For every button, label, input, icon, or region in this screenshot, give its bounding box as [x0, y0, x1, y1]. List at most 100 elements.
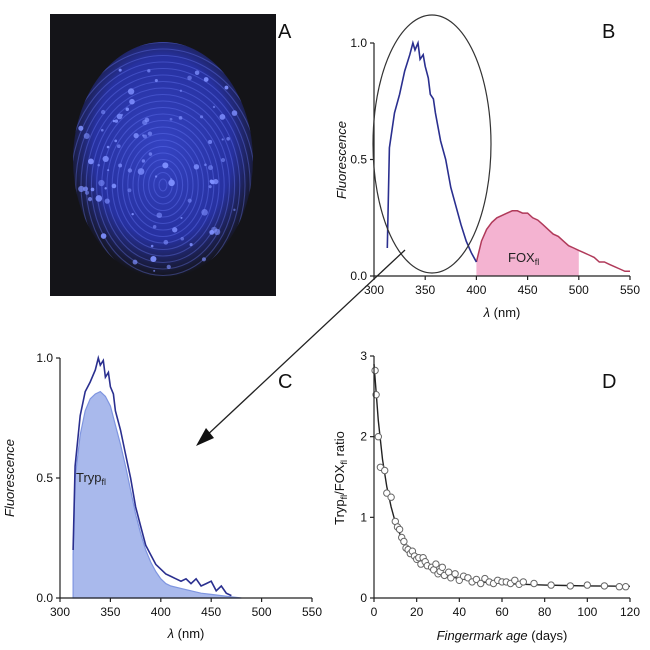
- fingerprint-speckle: [221, 138, 224, 141]
- fingerprint-ridge: [73, 48, 253, 278]
- panel-d: D 0 20 40 60 80 100 120 0 1 2 3 Fingermark age (day…: [332, 349, 640, 643]
- panel-d-x-tick-label: 0: [371, 605, 378, 619]
- fingerprint-speckle: [129, 98, 135, 105]
- zoom-ellipse: [372, 14, 492, 274]
- fingerprint-speckle: [100, 128, 104, 132]
- fingerprint-ridge: [73, 61, 253, 278]
- zoom-arrow-line: [203, 249, 406, 439]
- fingerprint-ridge: [80, 80, 246, 278]
- panel-d-y-tick-label: 2: [360, 430, 367, 444]
- fingerprint-speckle: [226, 136, 230, 141]
- fingerprint-speckle: [125, 107, 129, 111]
- fingerprint-speckle: [180, 237, 185, 241]
- fingerprint-speckle: [208, 185, 212, 189]
- fingerprint-speckle: [180, 216, 183, 219]
- fingerprint-speckle: [100, 233, 107, 239]
- fingerprint-speckle: [147, 69, 151, 73]
- panel-c-x-tick-label: 350: [100, 605, 120, 619]
- fingerprint-speckle: [102, 155, 109, 163]
- decay-data-point: [432, 560, 440, 568]
- fingerprint-speckle: [114, 119, 119, 123]
- panel-c-y-tick-label: 0.5: [36, 471, 53, 485]
- fingerprint-speckle: [111, 183, 117, 189]
- fingerprint-speckle: [148, 152, 153, 156]
- fingerprint-speckle: [83, 132, 90, 140]
- fingerprint-speckle: [104, 187, 107, 190]
- panel-b-x-tick-label: 550: [620, 283, 640, 297]
- fingerprint-speckle: [204, 163, 207, 167]
- decay-data-point: [387, 493, 395, 501]
- fingerprint-ridges: [73, 42, 253, 278]
- fingerprint-speckle: [154, 78, 158, 83]
- panel-d-x-tick-label: 60: [495, 605, 509, 619]
- decay-data-point: [583, 581, 591, 589]
- fingerprint-speckle: [208, 139, 213, 144]
- fingerprint-speckle: [163, 239, 169, 245]
- panel-b-x-tick-label: 450: [518, 283, 538, 297]
- fingerprint-speckle: [156, 212, 163, 219]
- fingerprint-speckle: [137, 168, 145, 175]
- fingerprint-speckle: [116, 144, 121, 149]
- fingerprint-speckle: [83, 186, 89, 192]
- fingerprint-speckle: [201, 208, 208, 216]
- fingerprint-ridge: [96, 100, 230, 270]
- fingerprint-speckle: [187, 75, 192, 81]
- fingerprint-image: [73, 42, 253, 278]
- fingerprint-ridge: [142, 158, 184, 212]
- panel-letter-a: A: [278, 21, 292, 43]
- fingerprint-speckle: [150, 255, 157, 263]
- decay-data-point: [400, 537, 408, 546]
- panel-b-y-axis-label: Fluorescence: [334, 121, 349, 199]
- fingerprint-speckle: [169, 117, 173, 121]
- fingerprint-speckle: [78, 185, 85, 193]
- zoom-arrow-head: [196, 428, 214, 446]
- decay-data-point: [477, 579, 485, 588]
- fingerprint-speckle: [127, 88, 135, 95]
- fingerprint-ridge: [137, 152, 189, 218]
- fingerprint-speckle: [78, 125, 84, 131]
- tryp-series-label: Trypfl: [76, 470, 106, 487]
- fingerprint-speckle: [220, 157, 226, 163]
- panel-b-x-tick-label: 500: [569, 283, 589, 297]
- fingerprint-speckle: [97, 163, 100, 167]
- fingerprint-ridge: [73, 67, 253, 278]
- fingerprint-speckle: [142, 119, 148, 126]
- fingerprint-speckle: [209, 179, 214, 184]
- panel-d-x-tick-label: 40: [453, 605, 467, 619]
- panel-d-x-tick-label: 20: [410, 605, 424, 619]
- decay-data-point: [371, 366, 379, 375]
- decay-data-point: [530, 579, 538, 588]
- fingerprint-speckle: [107, 169, 110, 172]
- panel-c-x-axis-label: λ (nm): [167, 626, 205, 641]
- fox-line: [475, 210, 630, 273]
- panel-b: B 300 350 400 450 500 550 0.0 0.5 1.0 λ (nm) Fluor…: [334, 21, 640, 320]
- panel-c-x-tick-label: 450: [201, 605, 221, 619]
- fingerprint-ridge: [158, 178, 168, 192]
- decay-data-point: [374, 433, 382, 441]
- zoom-annotation: [196, 14, 492, 446]
- fingerprint-ridge: [73, 42, 253, 278]
- fingerprint-speckle: [84, 190, 90, 195]
- fingerprint-speckle: [189, 243, 193, 247]
- fingerprint-speckle: [212, 105, 216, 109]
- panel-c-x-tick-label: 400: [151, 605, 171, 619]
- panel-b-y-tick-label: 0.5: [350, 153, 367, 167]
- fingerprint-speckle: [168, 179, 175, 187]
- fingerprint-speckle: [178, 116, 183, 120]
- panel-d-y-tick-label: 0: [360, 591, 367, 605]
- fingerprint-ridge: [116, 126, 210, 244]
- panel-d-y-tick-label: 3: [360, 349, 367, 363]
- tryp-line-b: [386, 39, 478, 263]
- fingerprint-speckle: [106, 145, 110, 149]
- fingerprint-speckle: [118, 163, 123, 168]
- panel-c-y-tick-label: 0.0: [36, 591, 53, 605]
- fingerprint-speckle: [219, 114, 226, 120]
- panel-c-x-tick-label: 550: [302, 605, 322, 619]
- panel-b-x-tick-label: 300: [364, 283, 384, 297]
- fingerprint-ridge: [127, 139, 199, 231]
- fingerprint-ridge: [106, 113, 220, 257]
- panel-letter-c: C: [278, 371, 292, 393]
- decay-data-point: [519, 578, 527, 586]
- fingerprint-speckle: [209, 229, 215, 235]
- tryp-line-c: [72, 354, 232, 597]
